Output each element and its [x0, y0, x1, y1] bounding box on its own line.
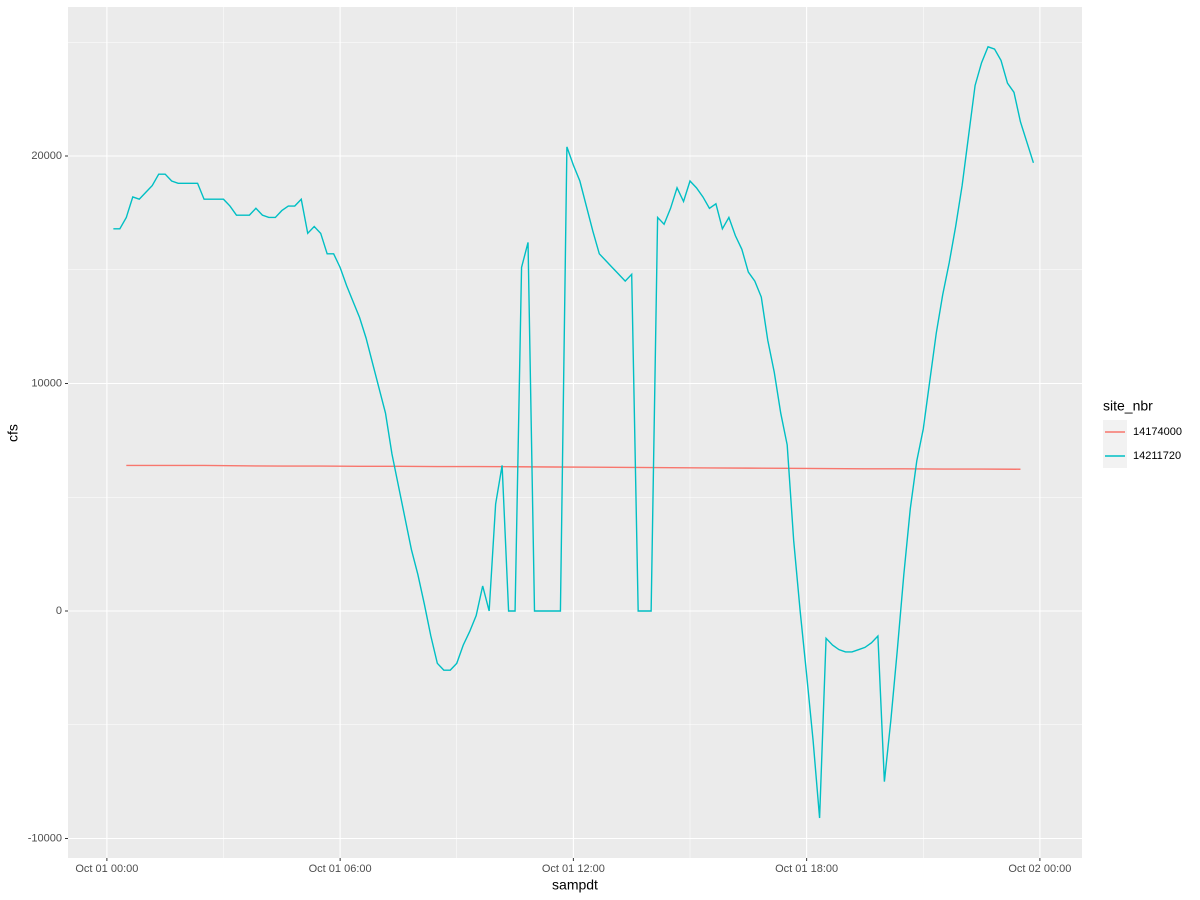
- y-tick-label: 20000: [31, 150, 62, 162]
- y-tick-label: 0: [56, 605, 62, 617]
- legend-label: 14174000: [1133, 426, 1182, 438]
- x-tick-label: Oct 02 00:00: [1008, 863, 1071, 875]
- legend-title: site_nbr: [1103, 398, 1153, 414]
- legend-label: 14211720: [1133, 450, 1181, 462]
- x-tick-label: Oct 01 06:00: [309, 863, 372, 875]
- panel: [68, 7, 1082, 858]
- legend: site_nbr 14174000 14211720: [1103, 398, 1182, 468]
- lines: [113, 45, 1035, 819]
- grid: [68, 7, 1082, 858]
- x-tick-label: Oct 01 18:00: [775, 863, 838, 875]
- x-tick-label: Oct 01 12:00: [542, 863, 605, 875]
- y-axis-label: cfs: [5, 424, 21, 442]
- axes: -10000 0 10000 20000 Oct 01 00:00 Oct 01 06:0…: [28, 150, 1072, 875]
- y-tick-label: -10000: [28, 832, 62, 844]
- y-tick-label: 10000: [31, 377, 62, 389]
- x-tick-label: Oct 01 00:00: [75, 863, 138, 875]
- x-axis-label: sampdt: [552, 877, 598, 893]
- series-line: [113, 45, 1035, 819]
- series-line: [126, 464, 1021, 470]
